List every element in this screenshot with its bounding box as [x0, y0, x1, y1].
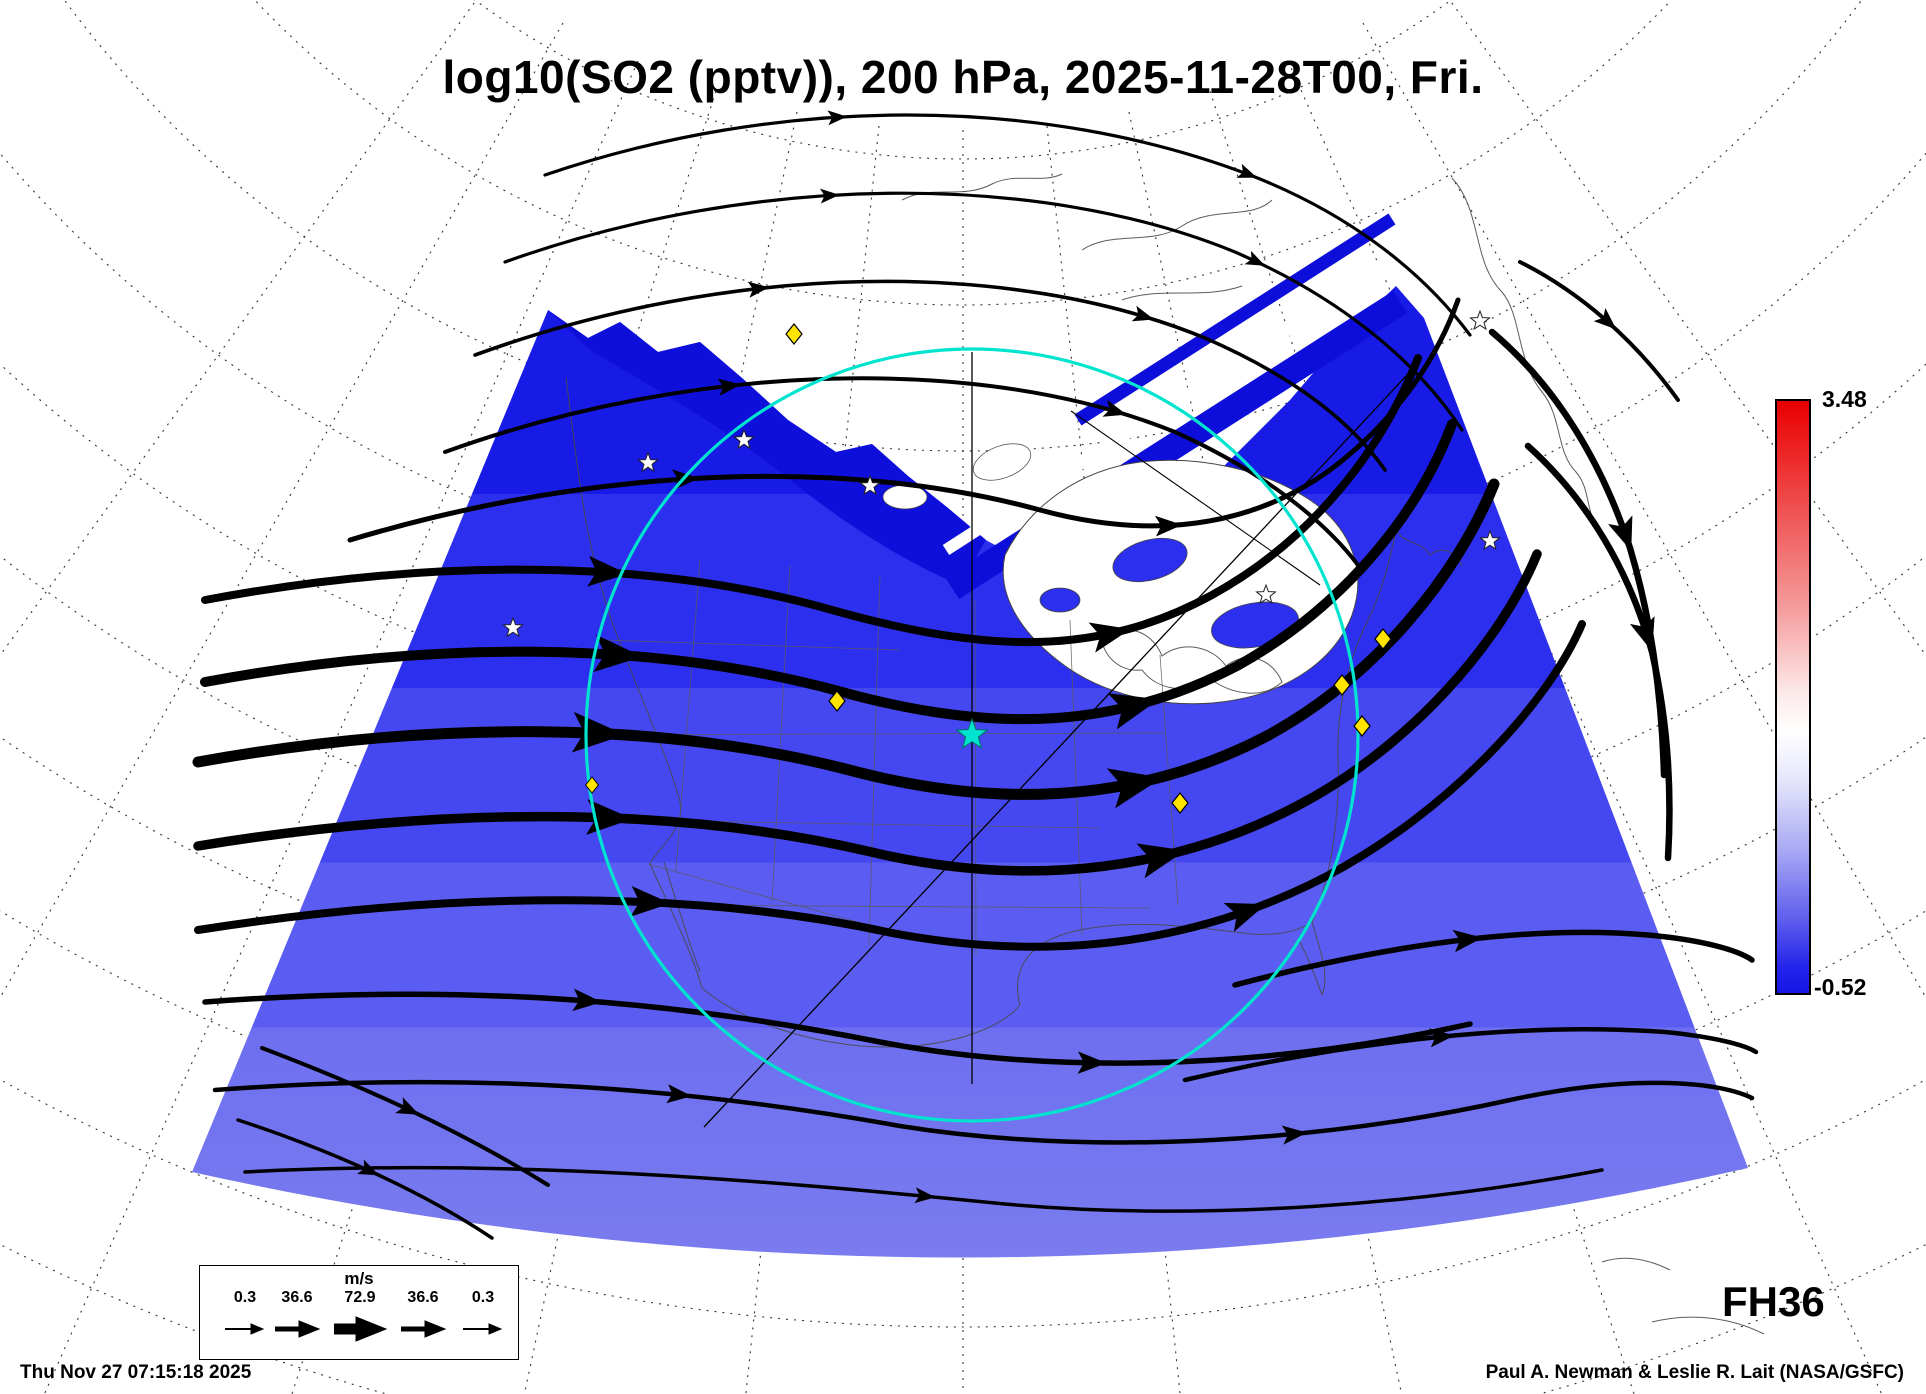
station-diamond-marker [828, 690, 846, 712]
streamline [543, 113, 1472, 337]
streamline [202, 991, 1473, 1066]
station-diamond-marker [1353, 715, 1371, 737]
streamline-arrowhead [1107, 693, 1159, 730]
range-ring [584, 347, 1360, 1123]
wind-legend-value: 72.9 [344, 1289, 376, 1306]
streamline [503, 191, 1464, 432]
streamline-arrowhead [1136, 843, 1186, 879]
streamline-arrowhead [1608, 515, 1633, 552]
wind-legend-value: 0.3 [471, 1289, 495, 1306]
streamline-arrowhead [1077, 1051, 1107, 1074]
streamline-arrowhead [717, 378, 741, 396]
station-diamond-marker [1333, 674, 1351, 696]
streamline-arrowhead [827, 110, 848, 126]
streamline [443, 376, 1360, 567]
island [1112, 537, 1188, 583]
streamline [243, 1165, 1604, 1213]
streamline [200, 419, 1457, 725]
streamline-arrowhead [572, 988, 602, 1012]
generation-timestamp: Thu Nov 27 07:15:18 2025 [20, 1362, 252, 1383]
streamline-arrowhead [587, 555, 628, 587]
wind-legend-arrows [225, 1316, 503, 1342]
streamline [212, 1079, 1755, 1145]
streamline-arrowhead [395, 1097, 420, 1115]
streamline-arrowhead [1236, 163, 1258, 178]
wind-legend-value: 36.6 [281, 1289, 313, 1306]
wind-streamlines [192, 110, 1759, 1240]
streamline-arrowhead [819, 188, 840, 204]
streamline [194, 620, 1586, 951]
wind-legend-value: 0.3 [233, 1289, 257, 1306]
streamline [1182, 1027, 1759, 1083]
so2-streak [1074, 213, 1396, 426]
streamline-arrowhead [1131, 305, 1155, 322]
streamline-arrowhead [1102, 399, 1127, 417]
streamline-arrowhead [1428, 1028, 1455, 1048]
so2-dark-band [548, 310, 986, 585]
coastlines [565, 173, 1765, 1335]
streamline-arrowhead [914, 1187, 936, 1204]
streamline [1232, 929, 1755, 988]
streamline-arrowhead [1244, 250, 1266, 266]
plot-title: log10(SO2 (pptv)), 200 hPa, 2025-11-28T0… [442, 51, 1484, 103]
island [1039, 587, 1081, 613]
streamline [193, 549, 1542, 876]
streamline-arrowhead [1281, 1125, 1308, 1145]
city-star-marker [1469, 310, 1491, 330]
streamline-arrowhead [1154, 515, 1183, 537]
streamline-arrowhead [1088, 622, 1131, 653]
wind-legend-value: 36.6 [407, 1289, 439, 1306]
streamline [1524, 442, 1673, 862]
low-value-patch [882, 484, 928, 510]
streamline [473, 279, 1387, 472]
low-value-patch [972, 443, 1032, 481]
streamline [201, 354, 1422, 647]
forecast-hour-label: FH36 [1722, 1278, 1825, 1325]
station-diamond-marker [1171, 792, 1189, 814]
streamline-arrowhead [1593, 307, 1617, 330]
streamline-arrowhead [1223, 902, 1267, 932]
streamline-arrowhead [630, 886, 671, 917]
colorbar-max-label: 3.48 [1822, 386, 1867, 412]
colorbar [1775, 399, 1811, 995]
station-diamond-marker [1374, 628, 1392, 650]
station-diamond-marker [785, 323, 803, 345]
range-ring-group [584, 347, 1360, 1123]
streamline-arrowhead [1629, 616, 1655, 652]
streamline-arrowhead [593, 634, 643, 673]
wind-speed-legend: m/s 0.3 36.6 72.9 36.6 0.3 [199, 1265, 519, 1360]
diagonal-track-line [1070, 410, 1321, 586]
streamline-arrowhead [747, 281, 770, 298]
credit-text: Paul A. Newman & Leslie R. Lait (NASA/GS… [1485, 1362, 1904, 1383]
streamline-arrowhead [1452, 929, 1483, 953]
wind-legend-units: m/s [344, 1269, 374, 1288]
streamline-arrowhead [666, 1084, 692, 1104]
streamline-arrowhead [1106, 768, 1163, 809]
colorbar-min-label: -0.52 [1814, 974, 1867, 1000]
station-diamond-marker [584, 776, 600, 794]
streamline-arrowhead [357, 1159, 379, 1176]
streamline [1518, 260, 1680, 402]
station-diamond-markers [584, 323, 1392, 814]
